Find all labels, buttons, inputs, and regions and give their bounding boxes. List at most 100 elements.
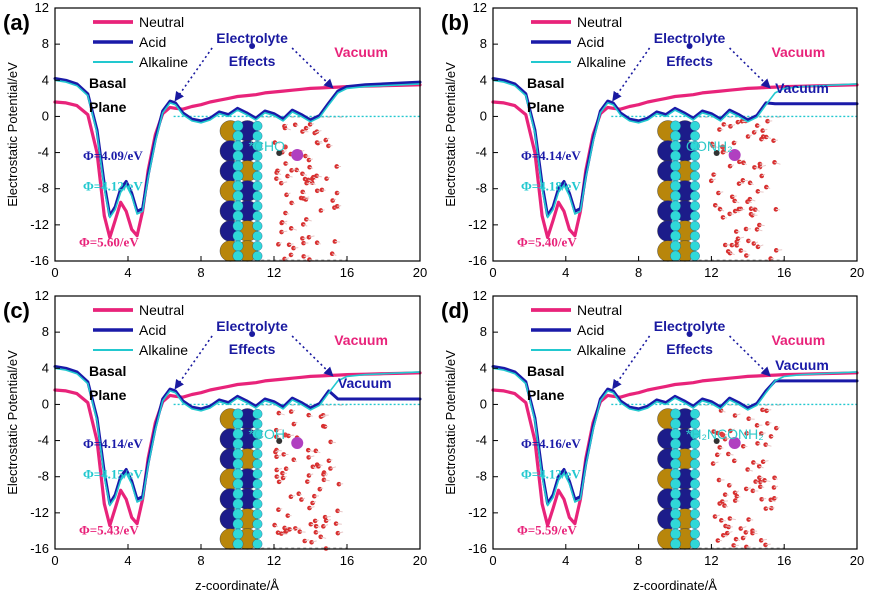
x-tick-label: 0 [51, 553, 58, 568]
water-bond [293, 421, 298, 425]
phi-alkaline-label: Φ=4.15/eV [83, 467, 143, 482]
water-bond [711, 143, 717, 146]
plane-label: Plane [89, 99, 127, 115]
legend-label-neutral: Neutral [139, 302, 184, 318]
series-line-neutral [53, 371, 422, 528]
slab-snapshot-image [657, 116, 785, 262]
series-line-neutral [491, 371, 859, 528]
water-bond [729, 164, 735, 167]
water-bond [749, 198, 756, 202]
water-bond [765, 506, 772, 510]
water-bond [316, 175, 322, 178]
slab-atom-small [252, 419, 263, 429]
water-oxygen [318, 414, 324, 419]
slab-atom-small [252, 408, 263, 419]
water-bond [738, 208, 743, 212]
water-bond [321, 189, 326, 191]
electrolyte-label: Electrolyte [654, 318, 726, 334]
slab-atom-small [689, 439, 700, 449]
phi-neutral-label: Φ=5.43/eV [79, 523, 139, 538]
water-bond [776, 249, 783, 251]
slab-atom-small [252, 519, 263, 529]
water-bond [302, 173, 308, 176]
water-bond [767, 422, 772, 424]
slab-snapshot-image [219, 116, 347, 262]
water-bond [735, 210, 740, 213]
adsorbate-label: *H₂NCONH₂ [686, 426, 764, 442]
slab-atom-small [689, 469, 700, 479]
y-tick-label: -12 [30, 217, 49, 232]
y-tick-label: 8 [480, 36, 487, 51]
slab-atom-small [689, 181, 700, 191]
water-bond [281, 181, 288, 184]
effects-label: Effects [666, 53, 713, 69]
legend-label-alkaline: Alkaline [139, 54, 188, 70]
y-tick-label: 4 [480, 72, 487, 87]
water-bond [734, 490, 740, 494]
series-line-acid [53, 77, 422, 218]
slab-atom-small [670, 508, 681, 520]
slab-atom-small [252, 171, 263, 181]
slab-atom-small [232, 488, 244, 500]
water-bond [761, 138, 765, 141]
water-bond [291, 202, 296, 205]
y-axis-title: Electrostatic Potential/eV [443, 350, 458, 495]
series-line-alkaline [492, 79, 858, 219]
water-oxygen [336, 481, 342, 487]
water-bond [750, 206, 755, 210]
y-tick-label: -8 [475, 469, 487, 484]
basal-label: Basal [89, 75, 126, 91]
x-tick-label: 4 [562, 553, 569, 568]
water-bond [773, 139, 778, 142]
phi-neutral-label: Φ=5.60/eV [79, 235, 139, 250]
legend-label-neutral: Neutral [577, 14, 622, 30]
slab-atom-small [232, 538, 244, 550]
series-line-neutral [53, 83, 422, 240]
water-bond [765, 444, 772, 447]
y-axis-title: Electrostatic Potential/eV [5, 62, 20, 207]
water-bond [323, 473, 328, 477]
water-bond [312, 466, 317, 469]
slab-atom-small [689, 221, 700, 231]
x-axis-title-right: z-coordinate/Å [633, 578, 717, 593]
water-bond [323, 524, 329, 527]
series-line-neutral [491, 83, 859, 240]
slab-atom-small [689, 408, 700, 419]
legend-label-neutral: Neutral [139, 14, 184, 30]
slab-atom-small [232, 120, 244, 132]
x-tick-label: 12 [267, 553, 281, 568]
slab-atom-small [232, 478, 244, 490]
water-bond [761, 538, 768, 541]
slab-atom-small [689, 161, 700, 171]
legend-label-acid: Acid [139, 322, 166, 338]
slab-atom-small [689, 429, 700, 439]
water-bond [330, 466, 337, 469]
x-tick-label: 16 [340, 265, 354, 280]
slab-atom-small [232, 180, 244, 192]
series-line-acid [491, 365, 859, 506]
water-bond [284, 257, 290, 260]
slab-atom-small [232, 438, 244, 450]
water-bond [284, 127, 291, 131]
slab-atom-small [232, 200, 244, 212]
slab-atom-small [689, 449, 700, 459]
water-bond [760, 481, 764, 483]
slab-atom-small [670, 170, 681, 182]
water-bond [298, 493, 302, 496]
legend-label-acid: Acid [139, 34, 166, 50]
phi-alkaline-label: Φ=4.12/eV [83, 179, 143, 194]
water-bond [723, 123, 728, 127]
plot-frame [54, 7, 421, 262]
water-bond [319, 487, 324, 490]
slab-atom-small [232, 508, 244, 520]
slab-atom-small [232, 498, 244, 510]
slab-atom-small [232, 230, 244, 242]
y-tick-label: -4 [37, 145, 49, 160]
slab-atom-small [252, 459, 263, 469]
water-bond [276, 436, 281, 439]
water-bond [722, 500, 729, 503]
slab-atom-small [670, 528, 681, 540]
slab-atom-small [670, 150, 681, 162]
water-bond [284, 123, 288, 127]
